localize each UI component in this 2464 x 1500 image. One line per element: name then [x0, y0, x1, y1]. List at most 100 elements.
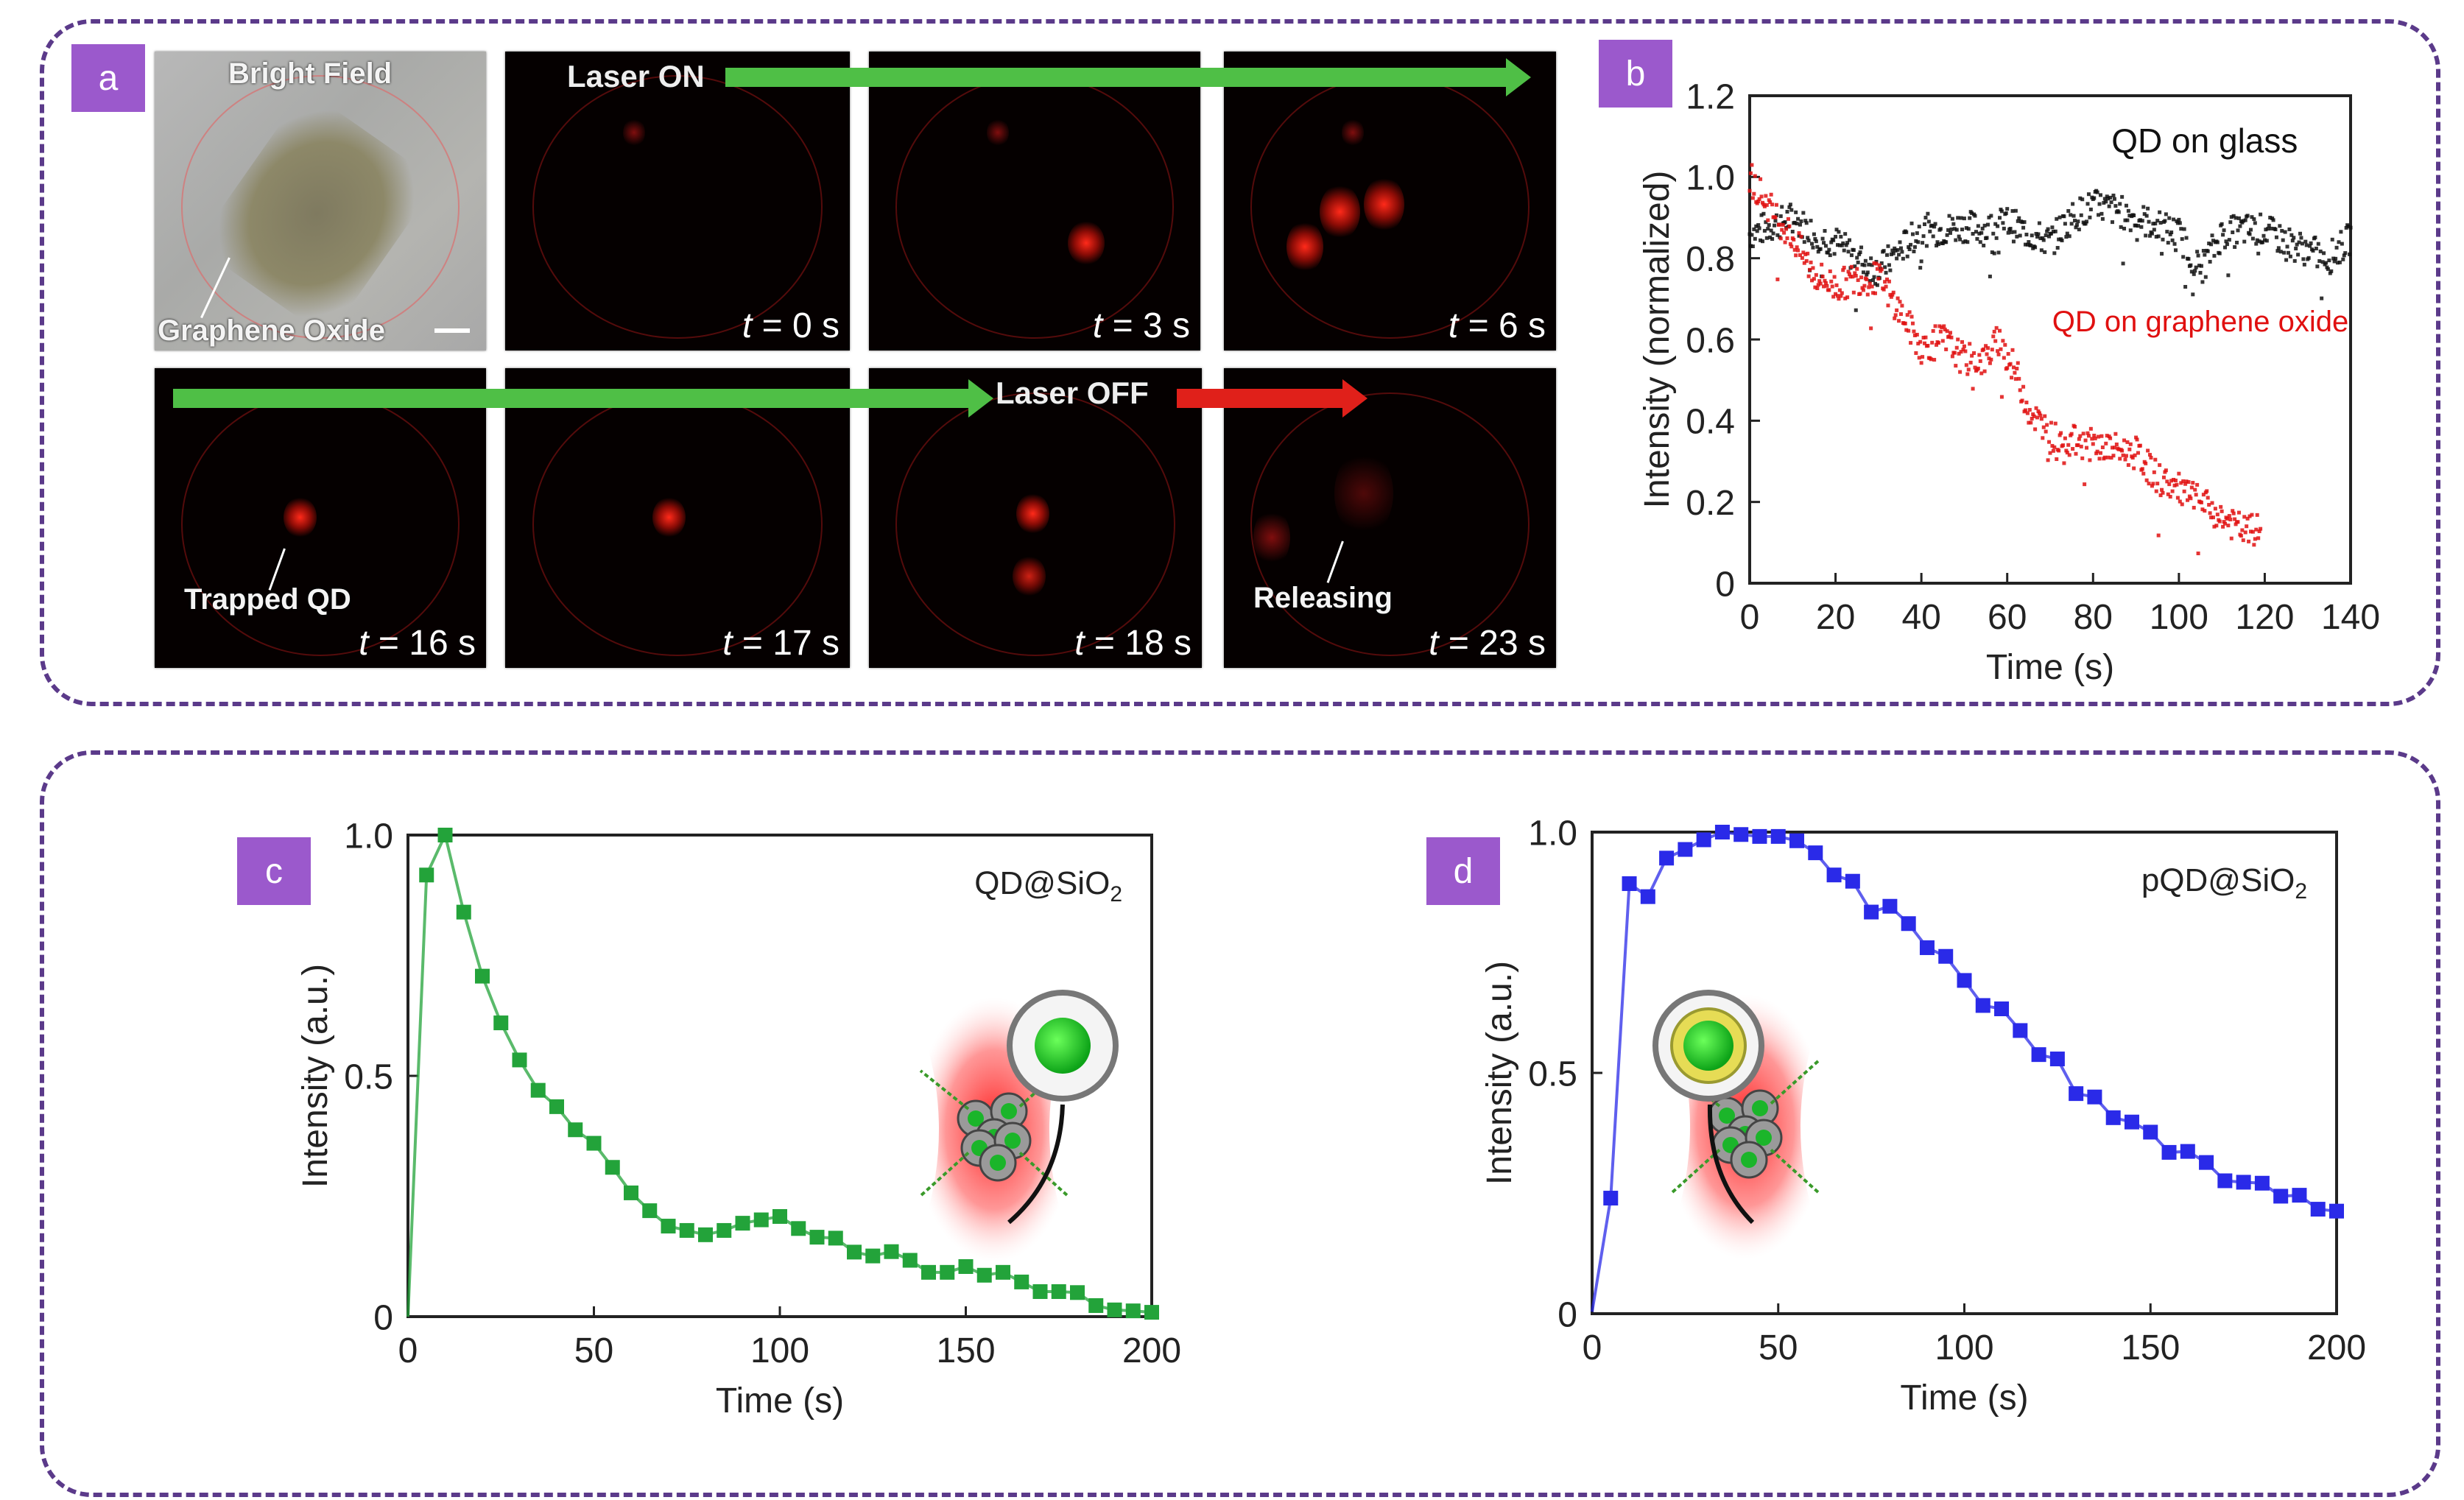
data-point: [2114, 442, 2119, 446]
data-point: [1806, 239, 1811, 243]
data-point: [2187, 494, 2192, 499]
data-point: [1857, 252, 1862, 256]
data-point: [1871, 291, 1876, 295]
data-point: [1962, 216, 1966, 221]
data-point: [1882, 287, 1886, 292]
data-point: [2067, 234, 2071, 239]
data-point: [2238, 224, 2242, 228]
data-point: [2248, 228, 2253, 232]
data-point: [2328, 271, 2332, 275]
data-point: [2166, 241, 2170, 245]
data-point: [2018, 388, 2022, 392]
data-point: [1868, 278, 1872, 283]
data-point: [2262, 238, 2267, 242]
data-point: [1822, 241, 1826, 245]
data-point: [2302, 262, 2306, 267]
data-point: [1831, 238, 1836, 242]
data-point: [2143, 1124, 2158, 1140]
data-point: [958, 1258, 974, 1274]
data-point: [2173, 478, 2178, 482]
data-point: [2343, 251, 2348, 256]
data-point: [2010, 348, 2015, 352]
data-point: [1962, 344, 1966, 348]
data-point: [2153, 222, 2158, 226]
data-point: [2116, 447, 2121, 451]
data-point: [2018, 233, 2022, 238]
data-point: [2058, 433, 2062, 437]
data-point: [1903, 321, 1907, 325]
y-tick-label: 0.5: [344, 1057, 393, 1096]
trap-region-circle: [895, 392, 1175, 656]
y-tick-label: 0: [373, 1298, 393, 1337]
data-point: [2245, 214, 2250, 218]
data-point: [1882, 249, 1886, 253]
y-tick-label: 1.0: [1686, 159, 1735, 198]
data-point: [1931, 234, 1935, 239]
data-point: [2259, 212, 2263, 216]
data-point: [1816, 250, 1820, 254]
data-point: [2125, 218, 2130, 222]
data-point: [2069, 1086, 2084, 1102]
data-point: [2243, 218, 2247, 222]
data-point: [2278, 224, 2282, 228]
data-point: [2224, 239, 2228, 244]
data-point: [2217, 1173, 2233, 1189]
data-point: [1841, 268, 1845, 272]
data-point: [1909, 242, 1913, 247]
data-point: [2144, 461, 2148, 465]
data-point: [1921, 234, 1926, 239]
data-point: [2208, 511, 2212, 515]
data-point: [2102, 455, 2107, 459]
data-point: [1815, 286, 1820, 291]
data-point: [1754, 224, 1759, 228]
data-point: [2231, 509, 2235, 513]
data-point: [1994, 236, 1999, 240]
data-point: [2304, 243, 2309, 247]
data-point: [2092, 196, 2097, 200]
data-point: [847, 1244, 862, 1260]
data-point: [1806, 236, 1810, 240]
data-point: [2085, 431, 2090, 435]
data-point: [2252, 543, 2256, 547]
data-point: [2183, 482, 2188, 486]
data-point: [1954, 238, 1958, 242]
data-point: [1879, 267, 1884, 272]
data-point: [1912, 333, 1917, 337]
data-point: [1960, 228, 1965, 232]
panel-label-d: d: [1426, 837, 1500, 905]
data-point: [2290, 239, 2295, 243]
data-point: [1879, 261, 1884, 265]
y-tick-label: 1.2: [1686, 77, 1735, 116]
data-point: [1904, 328, 1909, 332]
data-point: [2220, 509, 2224, 513]
data-point: [1909, 314, 1914, 319]
data-point: [2329, 1203, 2344, 1219]
data-point: [1782, 230, 1787, 235]
data-point: [1996, 352, 2001, 356]
data-point: [2172, 242, 2177, 246]
data-point: [735, 1216, 750, 1231]
data-point: [1933, 324, 1937, 328]
data-point: [2196, 253, 2200, 258]
data-point: [1956, 216, 1960, 220]
data-point: [2010, 209, 2015, 214]
data-point: [2091, 442, 2095, 446]
x-tick-label: 200: [2307, 1328, 2366, 1367]
data-point: [1845, 873, 1860, 889]
annotation-qd-on-glass: QD on glass: [2111, 122, 2298, 160]
data-point: [2105, 434, 2109, 438]
data-point: [1603, 1191, 1619, 1206]
data-point: [772, 1208, 787, 1224]
data-point: [2195, 482, 2200, 487]
data-point: [1088, 1297, 1104, 1313]
data-point: [1811, 266, 1815, 270]
frame-time: t = 0 s: [742, 306, 839, 345]
data-point: [2033, 245, 2038, 250]
data-point: [2081, 432, 2085, 436]
data-point: [2111, 220, 2115, 225]
data-point: [2044, 429, 2048, 434]
data-point: [2283, 230, 2287, 234]
data-point: [2051, 448, 2055, 453]
data-point: [2229, 536, 2234, 541]
data-point: [1769, 228, 1773, 233]
